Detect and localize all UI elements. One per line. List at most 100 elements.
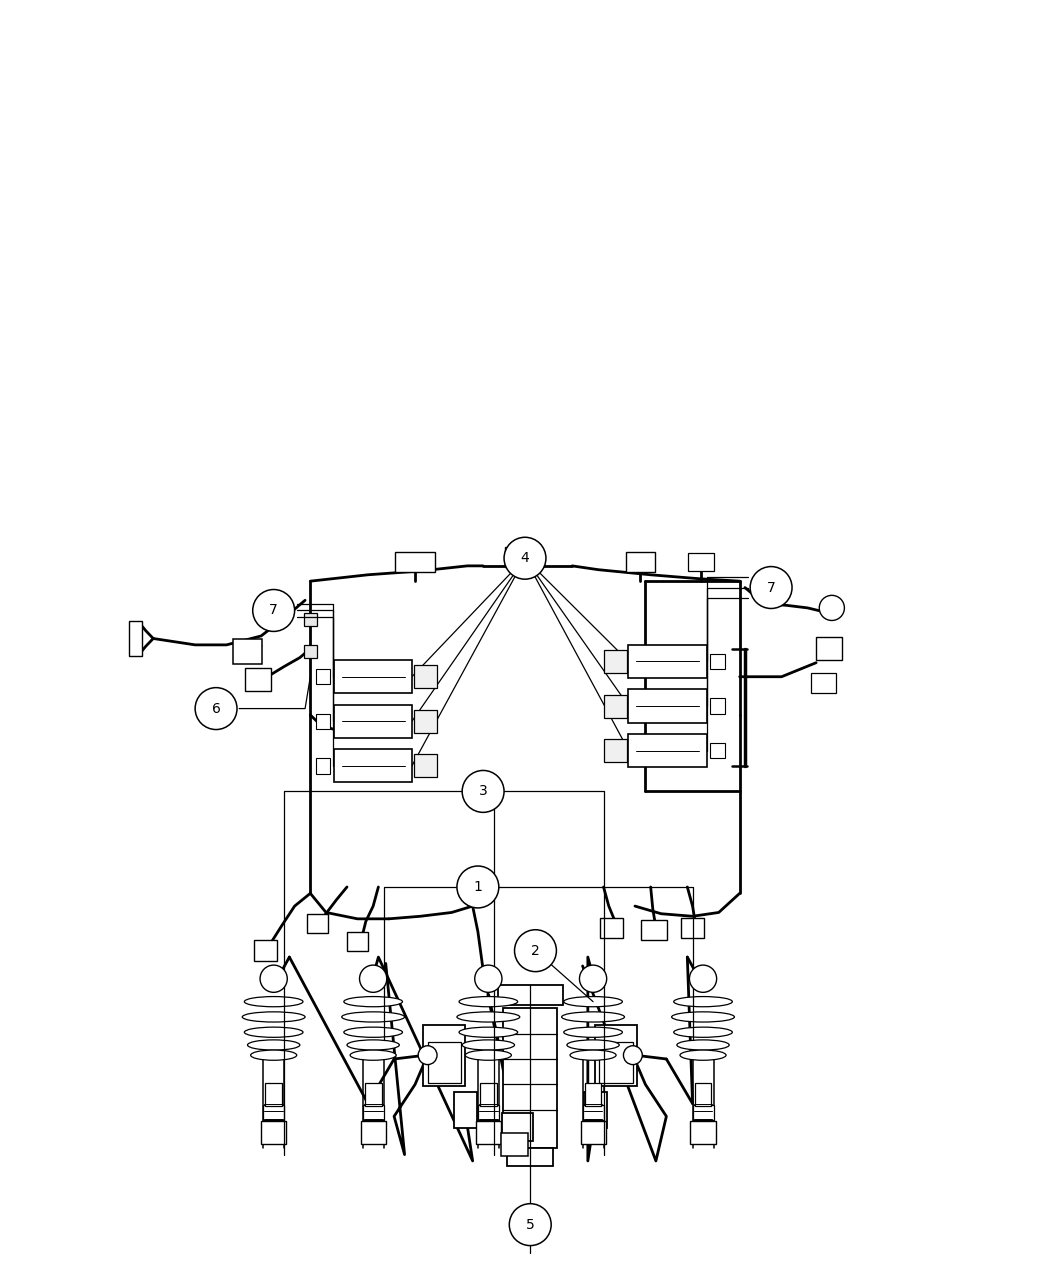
Circle shape bbox=[509, 1204, 551, 1245]
Bar bbox=[811, 673, 836, 693]
Bar bbox=[245, 668, 271, 691]
Bar bbox=[264, 1105, 285, 1120]
Bar bbox=[507, 1148, 553, 1166]
Ellipse shape bbox=[465, 1050, 511, 1060]
Bar bbox=[505, 548, 534, 567]
Bar bbox=[478, 1105, 499, 1120]
Circle shape bbox=[418, 1046, 437, 1065]
Bar bbox=[304, 645, 317, 658]
Ellipse shape bbox=[562, 1011, 625, 1022]
Circle shape bbox=[514, 930, 556, 972]
Ellipse shape bbox=[343, 1027, 402, 1037]
Bar bbox=[423, 1024, 465, 1085]
Ellipse shape bbox=[245, 1027, 303, 1037]
Bar bbox=[316, 669, 330, 684]
Bar bbox=[454, 1092, 477, 1128]
Text: 5: 5 bbox=[526, 1218, 534, 1231]
Bar bbox=[261, 1121, 287, 1144]
Bar bbox=[334, 660, 413, 693]
Bar bbox=[695, 1083, 712, 1106]
Ellipse shape bbox=[248, 1039, 300, 1050]
Ellipse shape bbox=[570, 1050, 616, 1060]
Bar bbox=[600, 1042, 633, 1083]
Ellipse shape bbox=[672, 1011, 734, 1022]
Text: 7: 7 bbox=[766, 581, 776, 595]
Ellipse shape bbox=[343, 996, 402, 1006]
Ellipse shape bbox=[677, 1039, 729, 1050]
Bar bbox=[395, 552, 435, 572]
Ellipse shape bbox=[564, 1027, 623, 1037]
Bar bbox=[693, 1105, 714, 1120]
Circle shape bbox=[457, 866, 499, 908]
Bar bbox=[414, 755, 437, 778]
Bar bbox=[498, 985, 563, 1005]
Circle shape bbox=[253, 590, 295, 631]
Bar bbox=[604, 695, 627, 718]
Bar bbox=[316, 714, 330, 729]
Bar bbox=[689, 553, 714, 571]
Ellipse shape bbox=[680, 1050, 726, 1060]
Bar bbox=[583, 1105, 604, 1120]
Bar bbox=[595, 1024, 637, 1085]
Ellipse shape bbox=[462, 1039, 514, 1050]
Bar bbox=[626, 553, 655, 572]
Bar bbox=[604, 650, 627, 673]
Circle shape bbox=[359, 965, 386, 992]
Bar bbox=[334, 705, 413, 738]
Bar bbox=[581, 1121, 606, 1144]
Bar bbox=[691, 1121, 716, 1144]
Bar bbox=[362, 1105, 383, 1120]
Bar bbox=[476, 1121, 501, 1144]
Bar bbox=[585, 1083, 602, 1106]
Circle shape bbox=[819, 595, 844, 621]
Bar bbox=[584, 1092, 607, 1128]
Bar bbox=[414, 710, 437, 733]
Bar bbox=[308, 914, 328, 933]
Text: 6: 6 bbox=[212, 701, 220, 715]
Circle shape bbox=[580, 965, 607, 992]
Ellipse shape bbox=[350, 1050, 396, 1060]
Bar bbox=[640, 921, 667, 940]
Circle shape bbox=[260, 965, 288, 992]
Bar bbox=[711, 699, 724, 714]
Circle shape bbox=[504, 538, 546, 580]
Ellipse shape bbox=[243, 1011, 306, 1022]
Circle shape bbox=[750, 567, 792, 608]
Text: 2: 2 bbox=[531, 944, 540, 958]
Circle shape bbox=[462, 770, 504, 812]
Bar bbox=[334, 750, 413, 783]
Bar bbox=[711, 654, 724, 669]
Ellipse shape bbox=[346, 1039, 399, 1050]
Ellipse shape bbox=[564, 996, 623, 1006]
Bar bbox=[601, 918, 624, 937]
Ellipse shape bbox=[459, 1027, 518, 1037]
Ellipse shape bbox=[674, 996, 732, 1006]
Bar bbox=[427, 1042, 461, 1083]
Bar bbox=[628, 690, 707, 723]
Bar bbox=[360, 1121, 385, 1144]
Text: 1: 1 bbox=[474, 880, 482, 894]
Bar bbox=[628, 734, 707, 767]
Bar bbox=[233, 638, 262, 664]
Bar bbox=[254, 940, 277, 960]
Bar bbox=[628, 645, 707, 678]
Text: 7: 7 bbox=[269, 604, 278, 618]
Bar bbox=[414, 665, 437, 688]
Ellipse shape bbox=[459, 996, 518, 1006]
Ellipse shape bbox=[567, 1039, 619, 1050]
Text: 4: 4 bbox=[521, 552, 529, 566]
Bar bbox=[346, 932, 367, 951]
Ellipse shape bbox=[251, 1050, 297, 1060]
Ellipse shape bbox=[457, 1011, 520, 1022]
Circle shape bbox=[624, 1046, 643, 1065]
Bar bbox=[711, 743, 724, 759]
Circle shape bbox=[475, 965, 502, 992]
Text: 3: 3 bbox=[479, 784, 487, 798]
Ellipse shape bbox=[674, 1027, 732, 1037]
Bar bbox=[681, 918, 705, 937]
Bar bbox=[129, 621, 142, 656]
Bar bbox=[816, 637, 842, 660]
Ellipse shape bbox=[245, 996, 303, 1006]
Bar bbox=[316, 759, 330, 774]
Bar bbox=[501, 1133, 528, 1156]
